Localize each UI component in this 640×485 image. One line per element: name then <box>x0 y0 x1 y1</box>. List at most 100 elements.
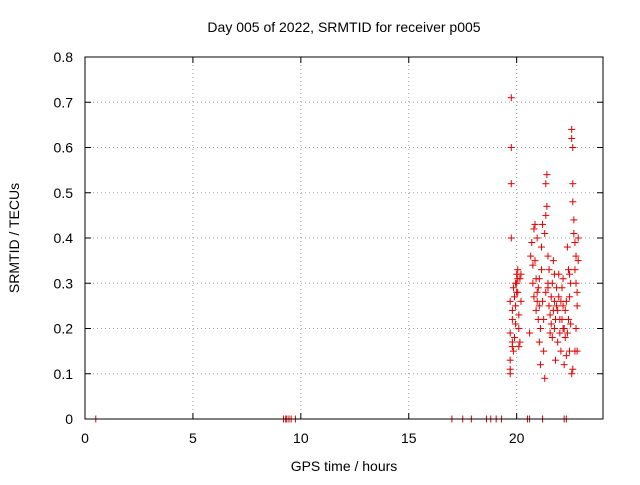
data-point <box>554 338 562 346</box>
data-point <box>562 352 570 360</box>
data-point <box>561 306 569 314</box>
y-tick-label: 0.1 <box>54 366 74 382</box>
y-tick-label: 0.4 <box>54 230 74 246</box>
data-point <box>567 320 575 328</box>
data-point <box>507 234 515 242</box>
data-point <box>515 343 523 351</box>
data-point <box>564 266 572 274</box>
data-point <box>559 302 567 310</box>
data-point <box>512 320 520 328</box>
data-point <box>507 180 515 188</box>
data-point <box>507 94 515 102</box>
data-point <box>540 347 548 355</box>
data-point <box>554 306 562 314</box>
data-point <box>568 125 576 133</box>
data-point <box>563 243 571 251</box>
data-point <box>550 270 558 278</box>
data-point <box>546 329 554 337</box>
grid <box>85 57 603 419</box>
data-point <box>508 343 516 351</box>
data-point <box>559 275 567 283</box>
data-point <box>533 234 541 242</box>
data-point <box>572 252 580 260</box>
data-point <box>552 356 560 364</box>
data-point <box>558 315 566 323</box>
axis-ticks: 0 0.1 0.2 0.3 0.4 0.5 0.6 0.7 0.8 0 5 10 15 20 <box>54 49 603 446</box>
data-point <box>535 338 543 346</box>
data-point <box>570 229 578 237</box>
x-tick-label: 20 <box>509 430 525 446</box>
data-point <box>506 356 514 364</box>
data-point <box>545 266 553 274</box>
data-point <box>569 180 577 188</box>
data-point <box>571 266 579 274</box>
data-point <box>514 266 522 274</box>
data-point <box>541 229 549 237</box>
data-point <box>513 279 521 287</box>
data-point <box>529 261 537 269</box>
data-point <box>544 279 552 287</box>
data-point <box>543 171 551 179</box>
data-point <box>515 311 523 319</box>
data-point <box>527 252 535 260</box>
data-point <box>511 293 519 301</box>
data-point <box>511 334 519 342</box>
data-point <box>539 220 547 228</box>
data-point <box>530 293 538 301</box>
data-point <box>569 144 577 151</box>
y-axis-label: SRMTID / TECUs <box>6 183 22 293</box>
x-tick-label: 0 <box>81 430 89 446</box>
data-point <box>535 302 543 310</box>
data-point <box>537 266 545 274</box>
data-point <box>542 211 550 219</box>
data-point <box>509 284 517 292</box>
data-point <box>507 144 515 151</box>
data-point <box>553 302 561 310</box>
data-point <box>549 257 557 265</box>
data-point <box>555 293 563 301</box>
data-point <box>562 297 570 305</box>
y-tick-label: 0.2 <box>54 321 74 337</box>
data-point <box>548 334 556 342</box>
data-point <box>512 302 520 310</box>
data-point <box>506 370 514 378</box>
data-point <box>542 288 550 296</box>
data-point <box>533 288 541 296</box>
data-point <box>570 216 578 224</box>
data-point <box>560 361 568 369</box>
data-point <box>572 279 580 287</box>
data-point <box>571 239 579 247</box>
data-point <box>566 270 574 278</box>
data-point <box>547 293 555 301</box>
data-point <box>542 180 550 188</box>
data-points <box>92 94 582 423</box>
x-tick-label: 15 <box>401 430 417 446</box>
data-point <box>546 311 554 319</box>
data-point <box>534 284 542 292</box>
x-tick-label: 10 <box>293 430 309 446</box>
data-point <box>531 220 539 228</box>
data-point <box>517 270 525 278</box>
data-point <box>556 329 564 337</box>
data-point <box>550 325 558 332</box>
data-point <box>537 243 545 251</box>
data-point <box>563 329 571 337</box>
y-tick-label: 0.7 <box>54 94 74 110</box>
data-point <box>561 334 569 342</box>
x-axis-label: GPS time / hours <box>291 458 398 474</box>
data-point <box>528 239 536 247</box>
x-tick-label: 5 <box>189 430 197 446</box>
data-point <box>564 315 572 323</box>
data-point <box>569 198 577 206</box>
data-point <box>574 234 582 242</box>
data-point <box>515 325 523 332</box>
y-tick-label: 0.3 <box>54 275 74 291</box>
chart-title: Day 005 of 2022, SRMTID for receiver p00… <box>207 19 480 35</box>
data-point <box>568 134 576 142</box>
data-point <box>573 288 581 296</box>
data-point <box>543 202 551 210</box>
data-point <box>550 297 558 305</box>
y-tick-label: 0.5 <box>54 185 74 201</box>
